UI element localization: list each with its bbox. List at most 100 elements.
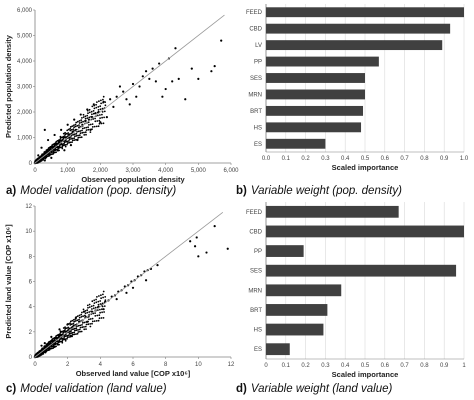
- data-point: [128, 103, 131, 106]
- x-tick-label: 0.9: [440, 363, 449, 369]
- data-point: [86, 108, 89, 111]
- data-point: [56, 149, 59, 152]
- data-point: [50, 156, 53, 159]
- data-point: [171, 80, 174, 83]
- data-point: [102, 100, 105, 103]
- x-tick-label: 0: [33, 168, 37, 174]
- y-tick-label: 1,000: [17, 136, 33, 142]
- y-tick-label: 0: [29, 161, 33, 167]
- x-tick-label: 0.7: [400, 363, 409, 369]
- data-point: [135, 95, 138, 98]
- data-point: [71, 130, 74, 133]
- data-point: [58, 328, 61, 331]
- data-point: [131, 286, 135, 289]
- data-point: [94, 112, 97, 115]
- x-tick-label: 0.2: [301, 363, 310, 369]
- data-point: [84, 119, 87, 123]
- bar-ses: [266, 73, 365, 83]
- y-tick-label: 4: [29, 305, 33, 311]
- bar-feed: [266, 7, 464, 18]
- data-point: [131, 82, 135, 86]
- data-point: [50, 335, 53, 338]
- data-point: [109, 98, 112, 101]
- data-point: [197, 255, 200, 258]
- x-tick-label: 0.1: [282, 363, 291, 369]
- caption-text: Model validation (pop. density): [20, 185, 176, 197]
- caption-letter: d): [236, 383, 247, 395]
- data-point: [164, 87, 167, 91]
- data-point: [76, 138, 79, 142]
- data-point: [73, 118, 76, 121]
- bar-mrn: [266, 89, 365, 100]
- data-point: [43, 342, 46, 345]
- y-tick-label: 8: [29, 254, 33, 260]
- x-tick-label: 0.9: [440, 156, 449, 162]
- panel-caption: a) Model validation (pop. density): [6, 185, 176, 197]
- category-label: ES: [254, 142, 262, 148]
- fit-line: [34, 211, 224, 358]
- x-tick-label: 0.8: [420, 156, 429, 162]
- data-point: [69, 334, 73, 337]
- bar-pp: [266, 56, 379, 67]
- panel-caption: d) Variable weight (land value): [236, 383, 393, 395]
- bar-cbd: [266, 225, 464, 238]
- caption-letter: b): [236, 185, 247, 197]
- chart-3: 0 0.1 0.2 0.3 0.4 0.5 0.6 0.7 0.8 0.9 1 FEED CBD PP SE…: [236, 202, 466, 395]
- x-tick-label: 12: [228, 362, 235, 368]
- data-point: [79, 113, 82, 116]
- x-tick-label: 3,000: [125, 168, 141, 174]
- x-tick-label: 4: [99, 362, 103, 368]
- y-axis-label: Predicted population density: [4, 34, 13, 138]
- data-point: [69, 144, 73, 147]
- y-tick-label: 3,000: [17, 85, 33, 91]
- scatter-cloud: [34, 290, 107, 358]
- data-point: [89, 128, 92, 131]
- data-point: [193, 245, 197, 248]
- data-point: [99, 121, 102, 124]
- bar-feed: [266, 205, 399, 218]
- data-point: [213, 65, 216, 68]
- x-tick-label: 0.3: [321, 363, 330, 369]
- x-tick-label: 1,000: [60, 168, 76, 174]
- x-tick-label: 0.6: [381, 156, 390, 162]
- data-point: [92, 103, 95, 106]
- x-axis-label: Scaled importance: [332, 163, 399, 172]
- data-point: [125, 98, 128, 101]
- category-label: HS: [254, 125, 262, 131]
- x-tick-label: 0.4: [341, 156, 350, 162]
- data-point: [151, 67, 154, 70]
- data-point: [40, 146, 43, 149]
- data-point: [144, 279, 148, 282]
- x-tick-label: 5,000: [191, 168, 207, 174]
- category-label: MRN: [248, 92, 262, 98]
- data-point: [125, 291, 128, 294]
- data-point: [205, 251, 208, 254]
- y-tick-label: 10: [25, 229, 32, 235]
- x-tick-label: 0.5: [361, 363, 370, 369]
- x-tick-label: 1.0: [460, 156, 469, 162]
- data-point: [161, 95, 164, 98]
- data-point: [60, 128, 63, 131]
- y-tick-label: 2,000: [17, 110, 33, 116]
- data-point: [158, 62, 161, 65]
- data-point: [115, 95, 118, 98]
- x-tick-label: 6,000: [223, 168, 239, 174]
- x-tick-label: 0.5: [361, 156, 370, 162]
- data-point: [46, 138, 50, 142]
- category-label: ES: [254, 347, 262, 353]
- y-tick-label: 4,000: [17, 59, 33, 65]
- chart-1: 0.0 0.1 0.2 0.3 0.4 0.5 0.6 0.7 0.8 0.9 1.0 FEED CBD…: [236, 4, 469, 197]
- scatter-cloud: [34, 95, 107, 164]
- data-point: [74, 316, 77, 320]
- y-axis-label: Predicted land value [COP x10⁶]: [4, 224, 13, 339]
- data-point: [195, 236, 198, 239]
- bar-mrn: [266, 284, 342, 297]
- x-tick-label: 2: [66, 362, 70, 368]
- category-label: SES: [250, 269, 262, 275]
- data-point: [148, 77, 151, 80]
- data-point: [53, 133, 56, 137]
- x-tick-label: 0.2: [301, 156, 310, 162]
- data-point: [184, 98, 187, 101]
- data-point: [197, 77, 200, 80]
